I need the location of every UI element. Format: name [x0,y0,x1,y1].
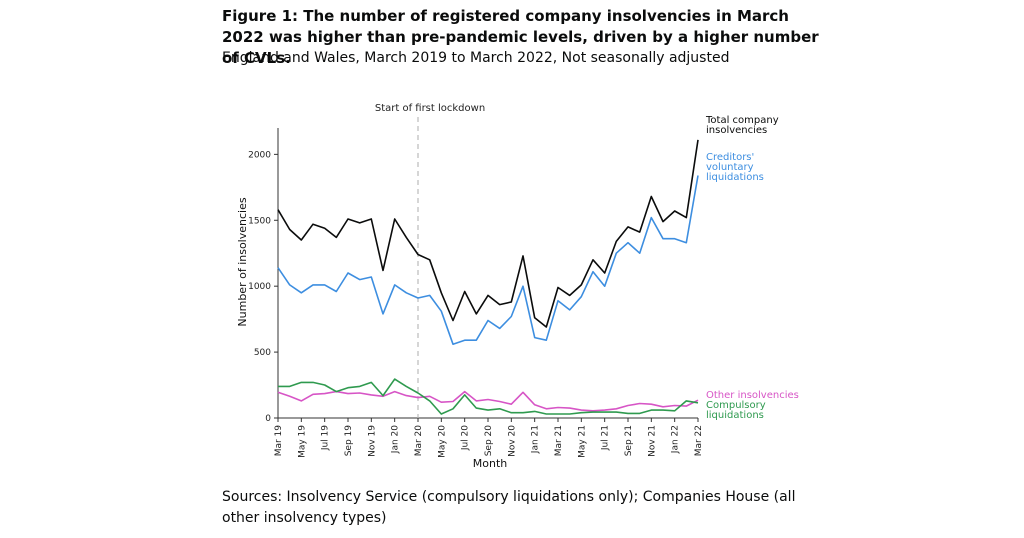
y-tick-label: 1000 [248,282,271,292]
x-tick-label: May 20 [437,425,447,458]
x-tick-label: Mar 20 [414,425,424,457]
x-tick-label: Sep 20 [484,425,494,457]
chart-axes: 0 500 1000 1500 2000 Mar 19 May 19 Jul 19 Sep 19… [248,128,704,458]
x-tick-label: Nov 20 [507,425,517,457]
lockdown-annotation: Start of first lockdown [375,103,485,418]
series-line [277,390,699,412]
x-tick-label: Mar 21 [554,425,564,456]
sources-note: Sources: Insolvency Service (compulsory … [222,489,796,526]
series-labels: Total company insolvencies Creditors' volun… [705,115,799,421]
y-tick-label: 500 [254,348,271,358]
series-label: Compulsory liquidations [706,400,766,421]
chart-title: Figure 1: The number of registered compa… [222,7,819,67]
series-label: Other insolvencies [706,390,799,401]
series-line [277,139,699,328]
x-tick-label: Nov 19 [367,425,377,457]
x-tick-label: Nov 21 [647,425,657,457]
chart-series [277,139,699,415]
x-tick-label: Mar 19 [274,425,284,457]
x-tick-label: Jan 20 [391,425,401,454]
x-tick-label: May 19 [297,425,307,458]
x-tick-label: Sep 21 [624,425,634,456]
y-tick-label: 0 [265,414,271,424]
x-axis-label: Month [473,457,508,470]
series-label: Total company insolvencies [705,115,779,136]
x-tick-label: Jan 21 [531,425,541,454]
y-tick-label: 2000 [248,150,271,160]
series-line [277,175,699,346]
lockdown-label: Start of first lockdown [375,103,485,114]
chart-subtitle: England and Wales, March 2019 to March 2… [222,50,730,66]
x-tick-label: Jan 22 [671,425,681,454]
x-tick-label: May 21 [577,425,587,458]
series-label: Creditors' voluntary liquidations [706,152,764,183]
x-tick-label: Mar 22 [694,425,704,456]
x-tick-label: Jul 21 [601,425,611,451]
x-tick-label: Jul 20 [461,425,471,451]
y-axis-label: Number of insolvencies [236,197,249,326]
series-line [278,378,699,415]
x-tick-label: Sep 19 [344,425,354,457]
x-tick-label: Jul 19 [321,425,331,451]
y-tick-label: 1500 [248,216,271,226]
